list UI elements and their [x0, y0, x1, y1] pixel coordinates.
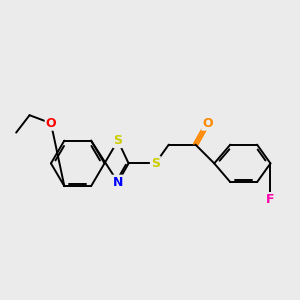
- Text: S: S: [113, 134, 122, 147]
- Text: F: F: [266, 193, 275, 206]
- Text: O: O: [202, 117, 213, 130]
- Text: S: S: [151, 157, 160, 170]
- Text: N: N: [113, 176, 123, 189]
- Text: O: O: [46, 117, 56, 130]
